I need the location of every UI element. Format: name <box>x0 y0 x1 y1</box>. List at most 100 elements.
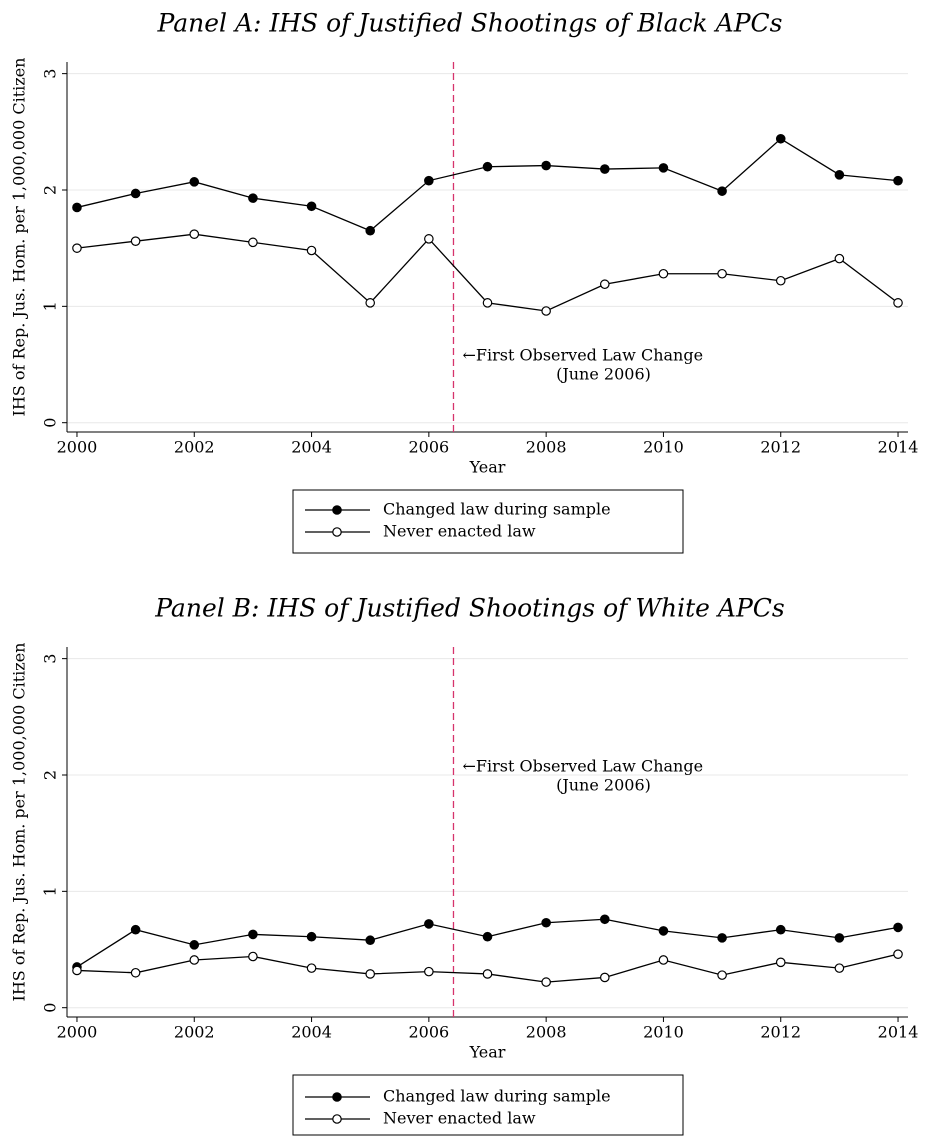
point <box>365 969 376 979</box>
point <box>893 922 903 933</box>
point <box>306 201 317 212</box>
point <box>130 236 141 246</box>
x-tick-label: 2008 <box>526 1023 567 1042</box>
chart-title: Panel A: IHS of Justified Shootings of B… <box>157 9 783 38</box>
y-tick-label: 0 <box>41 418 60 428</box>
point <box>482 969 493 979</box>
legend-label: Never enacted law <box>383 1109 536 1128</box>
point <box>893 298 903 308</box>
x-axis-label: Year <box>469 458 506 477</box>
point <box>130 924 141 935</box>
annotation: (June 2006) <box>556 365 651 384</box>
x-tick-label: 2006 <box>408 438 449 457</box>
y-axis-label: IHS of Rep. Jus. Hom. per 1,000,000 Citi… <box>10 58 29 417</box>
point <box>541 306 551 316</box>
x-tick-label: 2012 <box>760 438 801 457</box>
point <box>424 234 434 244</box>
point <box>248 929 258 940</box>
legend-marker <box>332 505 342 515</box>
point <box>248 237 258 248</box>
x-axis-label: Year <box>469 1043 506 1062</box>
point <box>189 940 200 950</box>
point <box>189 229 200 240</box>
point <box>834 170 845 180</box>
x-tick-label: 2000 <box>57 438 98 457</box>
legend-marker <box>332 1114 342 1124</box>
y-tick-label: 3 <box>41 69 60 79</box>
point <box>72 243 82 253</box>
point <box>658 163 669 173</box>
x-tick-label: 2000 <box>57 1023 98 1042</box>
point <box>306 963 317 973</box>
point <box>717 970 727 980</box>
legend-label: Never enacted law <box>383 522 536 541</box>
point <box>424 966 434 977</box>
point <box>717 268 727 279</box>
point <box>893 949 903 959</box>
point <box>775 957 786 968</box>
annotation: (June 2006) <box>556 776 651 795</box>
legend-marker <box>332 1092 342 1102</box>
x-tick-label: 2008 <box>526 438 567 457</box>
point <box>541 977 551 987</box>
legend-label: Changed law during sample <box>383 500 611 519</box>
point <box>775 924 786 935</box>
point <box>541 917 551 928</box>
x-tick-label: 2004 <box>291 1023 332 1042</box>
point <box>130 188 141 199</box>
point <box>248 193 258 203</box>
point <box>306 931 317 942</box>
x-tick-label: 2010 <box>643 438 684 457</box>
x-tick-label: 2012 <box>760 1023 801 1042</box>
y-tick-label: 0 <box>41 1003 60 1013</box>
point <box>599 279 610 290</box>
point <box>541 160 551 171</box>
legend-marker <box>332 527 342 537</box>
point <box>599 164 610 174</box>
point <box>775 275 786 286</box>
point <box>365 935 376 946</box>
point <box>482 161 493 172</box>
point <box>424 919 434 929</box>
x-tick-label: 2002 <box>174 1023 215 1042</box>
series-line <box>76 137 899 232</box>
annotation: ←First Observed Law Change <box>462 757 703 776</box>
x-tick-label: 2006 <box>408 1023 449 1042</box>
point <box>717 933 727 943</box>
x-tick-label: 2004 <box>291 438 332 457</box>
legend-label: Changed law during sample <box>383 1087 611 1106</box>
point <box>306 245 317 256</box>
point <box>482 298 493 308</box>
point <box>365 225 376 236</box>
x-tick-label: 2014 <box>878 438 919 457</box>
point <box>658 268 669 279</box>
legend-box <box>292 489 684 554</box>
point <box>424 175 434 186</box>
point <box>72 965 82 976</box>
y-tick-label: 3 <box>41 654 60 664</box>
point <box>599 972 610 983</box>
point <box>775 133 786 144</box>
point <box>189 955 200 965</box>
y-tick-label: 1 <box>41 886 60 896</box>
legend-box <box>292 1074 684 1136</box>
point <box>834 963 845 973</box>
point <box>189 177 200 187</box>
y-tick-label: 2 <box>41 185 60 195</box>
x-tick-label: 2010 <box>643 1023 684 1042</box>
chart-title: Panel B: IHS of Justified Shootings of W… <box>154 594 785 623</box>
point <box>248 951 258 962</box>
point <box>599 914 610 925</box>
point <box>130 967 141 978</box>
point <box>658 955 669 965</box>
y-axis-label: IHS of Rep. Jus. Hom. per 1,000,000 Citi… <box>10 643 29 1002</box>
point <box>72 202 82 213</box>
point <box>893 175 903 186</box>
point <box>482 931 493 942</box>
y-tick-label: 1 <box>41 301 60 311</box>
y-tick-label: 2 <box>41 770 60 780</box>
point <box>365 298 376 308</box>
x-tick-label: 2002 <box>174 438 215 457</box>
